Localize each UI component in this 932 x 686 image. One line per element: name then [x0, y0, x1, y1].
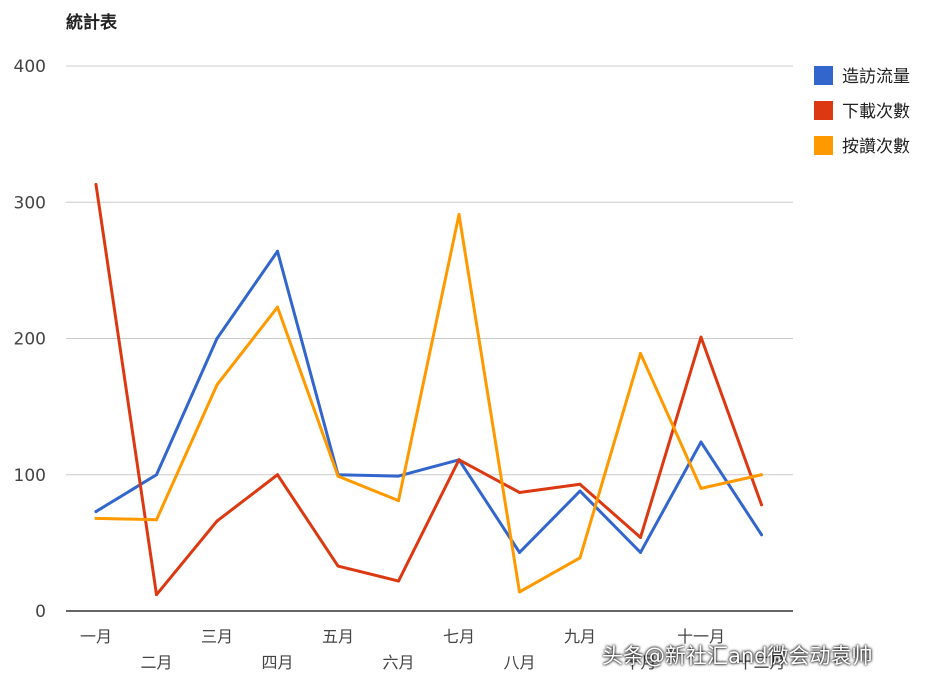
- data-point: [518, 590, 521, 594]
- data-point: [215, 519, 219, 523]
- x-tick-label: 一月: [80, 627, 112, 646]
- data-point: [760, 473, 763, 477]
- y-tick-label: 100: [14, 466, 46, 486]
- series-lines: [94, 183, 763, 597]
- data-point: [215, 383, 219, 387]
- y-tick-label: 400: [14, 57, 46, 77]
- data-point: [397, 579, 400, 583]
- x-tick-label: 三月: [201, 627, 233, 646]
- data-point: [578, 556, 582, 560]
- x-tick-label: 十一月: [677, 627, 725, 646]
- x-tick-label: 七月: [443, 627, 475, 646]
- data-point: [639, 351, 642, 355]
- data-point: [518, 550, 521, 554]
- data-point: [94, 510, 98, 514]
- x-tick-label: 八月: [503, 653, 535, 672]
- data-point: [215, 337, 219, 340]
- legend-swatch: [814, 66, 833, 85]
- data-point: [457, 213, 461, 217]
- data-point: [155, 593, 158, 597]
- data-point: [639, 535, 642, 539]
- data-point: [336, 564, 340, 568]
- x-tick-label: 十月: [624, 653, 656, 672]
- data-point: [457, 458, 461, 462]
- data-point: [276, 473, 279, 477]
- x-tick-label: 五月: [322, 627, 354, 646]
- y-tick-label: 300: [14, 193, 46, 213]
- x-tick-label: 九月: [564, 627, 596, 646]
- data-point: [518, 490, 521, 494]
- data-point: [94, 516, 98, 520]
- data-point: [699, 335, 703, 339]
- data-point: [276, 305, 279, 309]
- y-axis-ticks: 0 100 200 300 400: [14, 57, 46, 622]
- gridlines: [66, 65, 793, 476]
- legend-label: 造訪流量: [842, 67, 910, 87]
- data-point: [578, 489, 582, 493]
- chart-title: 統計表: [66, 12, 118, 33]
- x-tick-label: 四月: [261, 653, 293, 672]
- data-point: [639, 550, 642, 554]
- y-tick-label: 0: [35, 602, 46, 622]
- data-point: [760, 533, 763, 537]
- series-line-1: [94, 183, 763, 597]
- data-point: [760, 503, 763, 507]
- data-point: [397, 474, 400, 478]
- series-line-0: [94, 249, 763, 554]
- watermark-text: 头条@新社汇and微会动袁帅: [602, 644, 873, 668]
- legend-label: 下載次數: [842, 102, 910, 122]
- data-point: [276, 249, 279, 253]
- y-tick-label: 200: [14, 330, 46, 350]
- x-tick-label: 十二月: [737, 653, 785, 672]
- data-point: [155, 473, 158, 477]
- series-line-2: [94, 213, 763, 594]
- data-point: [699, 486, 703, 490]
- legend-swatch: [814, 136, 833, 155]
- data-point: [155, 518, 158, 522]
- x-tick-label: 六月: [382, 653, 414, 672]
- x-tick-label: 二月: [140, 653, 172, 672]
- data-point: [397, 499, 400, 503]
- legend-label: 按讚次數: [842, 137, 910, 157]
- data-point: [94, 183, 98, 187]
- data-point: [336, 474, 340, 478]
- legend-swatch: [814, 101, 833, 120]
- data-point: [699, 440, 703, 444]
- data-point: [578, 482, 582, 486]
